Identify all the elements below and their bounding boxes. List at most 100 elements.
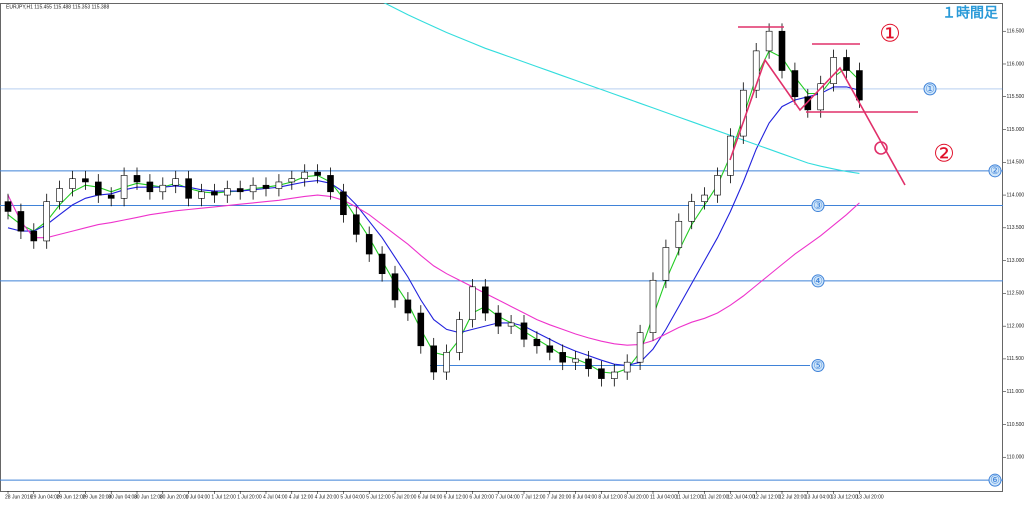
y-tick-label: 115.500 bbox=[1007, 94, 1024, 100]
timeframe-note: １時間足 bbox=[942, 5, 999, 21]
level-badge bbox=[811, 358, 825, 372]
candle-body bbox=[843, 57, 850, 71]
candle-body bbox=[494, 312, 502, 327]
plot-frame bbox=[0, 3, 1003, 492]
candle-body bbox=[340, 191, 347, 216]
moving-average bbox=[7, 194, 860, 346]
y-tick-label: 114.000 bbox=[1007, 192, 1024, 198]
y-tick-label: 112.000 bbox=[1007, 323, 1024, 329]
level-badge bbox=[923, 82, 937, 96]
candle-body bbox=[714, 175, 721, 196]
x-tick-label: 13 Jul 12:00 bbox=[831, 494, 858, 500]
candle-body bbox=[69, 178, 76, 189]
y-tick-label: 114.500 bbox=[1007, 160, 1024, 166]
candle-body bbox=[804, 96, 812, 111]
candle-body bbox=[211, 191, 218, 196]
x-tick-label: 6 Jul 12:00 bbox=[444, 494, 469, 500]
y-tick-label: 116.000 bbox=[1007, 61, 1024, 67]
candle-body bbox=[236, 188, 244, 193]
x-tick-label: 5 Jul 12:00 bbox=[366, 494, 391, 500]
candle-body bbox=[856, 70, 863, 101]
candle-body bbox=[649, 279, 657, 334]
candle-body bbox=[481, 286, 489, 314]
x-tick-label: 29 Jun 20:00 bbox=[82, 494, 111, 500]
candle-body bbox=[120, 175, 128, 199]
y-tick-label: 116.500 bbox=[1007, 29, 1024, 35]
candle-body bbox=[4, 201, 12, 212]
x-tick-label: 7 Jul 12:00 bbox=[521, 494, 546, 500]
candle-body bbox=[598, 368, 605, 379]
candle-body bbox=[443, 352, 450, 373]
x-tick-label: 4 Jul 20:00 bbox=[315, 494, 340, 500]
annotation: ① bbox=[879, 20, 901, 47]
candle-body bbox=[198, 191, 205, 199]
candle-body bbox=[30, 230, 38, 242]
x-tick-label: 12 Jul 12:00 bbox=[753, 494, 780, 500]
candle-body bbox=[559, 352, 567, 363]
x-tick-label: 1 Jul 20:00 bbox=[237, 494, 262, 500]
symbol-info: EURJPY,H1 115.455 115.488 115.353 115.38… bbox=[6, 4, 109, 10]
drawn-pattern bbox=[729, 26, 918, 186]
candle-body bbox=[469, 286, 476, 320]
plot-layers bbox=[0, 3, 1003, 481]
level-label: ③ bbox=[813, 200, 823, 212]
x-tick-label: 30 Jun 12:00 bbox=[134, 494, 163, 500]
level-label: ① bbox=[925, 83, 935, 95]
pattern-circle bbox=[874, 141, 888, 155]
candle-body bbox=[417, 312, 425, 347]
candle-body bbox=[107, 194, 115, 199]
y-tick-label: 110.000 bbox=[1007, 455, 1024, 461]
pattern-line bbox=[729, 58, 906, 186]
candle-body bbox=[391, 273, 399, 301]
x-tick-label: 8 Jul 20:00 bbox=[624, 494, 649, 500]
candle-body bbox=[585, 358, 592, 370]
level-badge bbox=[988, 164, 1002, 178]
candle-body bbox=[82, 178, 89, 183]
candle-body bbox=[185, 178, 192, 199]
candle-body bbox=[404, 299, 412, 314]
candle-body bbox=[314, 171, 321, 176]
y-tick-label: 111.500 bbox=[1007, 356, 1024, 362]
candle-body bbox=[791, 70, 799, 98]
candle-body bbox=[159, 184, 167, 193]
level-label: ④ bbox=[813, 275, 823, 287]
candle-body bbox=[430, 345, 438, 373]
level-label: ② bbox=[990, 165, 1000, 177]
level-label: ⑤ bbox=[813, 360, 823, 372]
x-tick-label: 1 Jul 04:00 bbox=[186, 494, 211, 500]
x-tick-label: 30 Jun 20:00 bbox=[160, 494, 189, 500]
y-tick-label: 111.000 bbox=[1007, 389, 1024, 395]
x-tick-label: 11 Jul 20:00 bbox=[702, 494, 729, 500]
candle-body bbox=[675, 220, 683, 248]
candle-body bbox=[262, 184, 270, 189]
candle-body bbox=[688, 201, 696, 222]
candle-body bbox=[765, 30, 773, 52]
annotation: ② bbox=[933, 140, 955, 167]
candle-body bbox=[546, 345, 554, 353]
candle-body bbox=[146, 181, 154, 193]
candle-body bbox=[533, 338, 541, 347]
x-tick-label: 6 Jul 20:00 bbox=[469, 494, 494, 500]
x-tick-label: 8 Jul 12:00 bbox=[598, 494, 623, 500]
x-tick-label: 12 Jul 20:00 bbox=[779, 494, 806, 500]
candle-body bbox=[133, 175, 141, 183]
candle-body bbox=[301, 171, 309, 179]
y-tick-label: 112.500 bbox=[1007, 291, 1024, 297]
candle-body bbox=[662, 247, 670, 281]
x-tick-label: 4 Jul 12:00 bbox=[289, 494, 314, 500]
x-tick-label: 5 Jul 04:00 bbox=[340, 494, 365, 500]
x-tick-label: 6 Jul 04:00 bbox=[418, 494, 443, 500]
candle-body bbox=[727, 135, 734, 176]
candle-body bbox=[778, 30, 786, 71]
x-tick-label: 5 Jul 20:00 bbox=[392, 494, 417, 500]
y-tick-label: 110.500 bbox=[1007, 422, 1024, 428]
candle-body bbox=[365, 234, 373, 255]
moving-average bbox=[383, 3, 860, 174]
x-tick-label: 12 Jul 04:00 bbox=[727, 494, 754, 500]
candle-body bbox=[610, 371, 618, 379]
candle-body bbox=[43, 201, 51, 242]
candle-body bbox=[275, 181, 283, 189]
candle-body bbox=[327, 175, 334, 193]
candle-body bbox=[623, 361, 631, 373]
